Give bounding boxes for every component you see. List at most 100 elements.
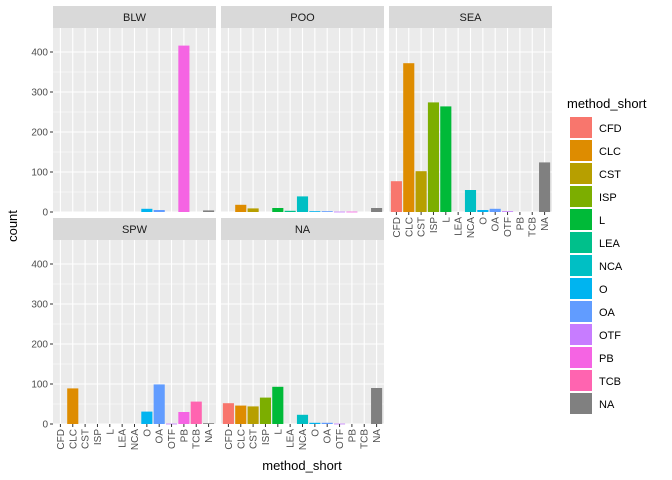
x-tick-label: OA [323, 429, 334, 444]
bar-poo-otf [333, 211, 346, 213]
x-tick-label: ISP [429, 217, 440, 233]
legend-key-otf [570, 324, 592, 345]
legend-key-cst [570, 163, 592, 184]
bar-sea-oa [489, 208, 501, 212]
x-tick-label: OTF [503, 217, 514, 237]
bar-na-nca [296, 414, 309, 424]
bar-spw-na [203, 423, 215, 424]
x-tick-label: OA [491, 217, 502, 232]
legend-key-na [570, 393, 592, 414]
bar-spw-tcb [190, 401, 202, 424]
bar-na-cst [247, 406, 259, 424]
legend-key-pb [570, 347, 592, 368]
legend-label: TCB [599, 376, 621, 388]
x-tick-label: ISP [261, 429, 272, 445]
x-tick-label: LEA [454, 217, 465, 236]
bar-na-l [272, 386, 284, 424]
x-tick-label: LEA [286, 429, 297, 448]
bar-sea-otf [501, 211, 514, 212]
x-tick-label: PB [515, 217, 526, 231]
facet-strip-label: NA [295, 224, 311, 236]
x-tick-label: NCA [298, 429, 309, 450]
facet-strip [53, 6, 216, 28]
legend-key-lea [570, 232, 592, 253]
bar-poo-l [272, 208, 284, 212]
x-tick-label: TCB [360, 429, 371, 449]
legend-label: OTF [599, 330, 621, 342]
x-tick-label: TCB [528, 217, 539, 237]
legend-label: CST [599, 169, 621, 181]
legend-key-l [570, 209, 592, 230]
bar-na-na [371, 388, 383, 424]
x-tick-label: CST [249, 429, 260, 449]
facet-strip-label: BLW [123, 12, 147, 24]
x-tick-label: TCB [192, 429, 203, 449]
facet-strip [53, 218, 216, 240]
bar-sea-clc [403, 63, 415, 213]
facet-sea: SEA CFD CLC CST ISP L LEA NCA O OA OTF PB TCB NA [389, 6, 552, 238]
y-tick-label: 200 [31, 340, 48, 351]
legend: method_short CFD CLC CST ISP L LEA NCA O OA OTF PB… [567, 96, 647, 414]
legend-title: method_short [567, 96, 647, 111]
facet-poo: POO [221, 6, 384, 213]
legend-label: CLC [599, 146, 621, 158]
legend-label: OA [599, 307, 616, 319]
x-tick-label: CLC [404, 217, 415, 237]
bar-sea-nca [464, 190, 477, 212]
y-tick-label: 0 [42, 420, 48, 431]
y-tick-label: 200 [31, 128, 48, 139]
bar-na-oa [321, 422, 333, 424]
bar-sea-cfd [390, 181, 402, 212]
facet-strip [221, 6, 384, 28]
bar-poo-o [309, 211, 321, 212]
bar-sea-isp [427, 102, 440, 212]
legend-key-cfd [570, 117, 592, 138]
x-axis-title: method_short [262, 458, 342, 473]
x-tick-label: PB [179, 429, 190, 443]
bar-spw-clc [67, 388, 79, 424]
x-tick-label: OA [155, 429, 166, 444]
bar-sea-cst [415, 171, 427, 212]
facet-strip [221, 218, 384, 240]
legend-key-nca [570, 255, 592, 276]
bar-poo-pb [346, 211, 358, 213]
legend-label: LEA [599, 238, 620, 250]
x-tick-label: LEA [118, 429, 129, 448]
x-tick-label: ISP [93, 429, 104, 445]
y-tick-label: 0 [42, 208, 48, 219]
x-tick-label: O [142, 429, 153, 437]
facet-blw: BLW 0 100 200 300 400 [31, 6, 216, 219]
bar-na-cfd [222, 403, 234, 424]
bar-na-o [309, 422, 321, 424]
bar-blw-o [141, 208, 153, 212]
bar-spw-pb [178, 412, 190, 424]
x-tick-label: CFD [392, 217, 403, 238]
bar-sea-o [477, 210, 489, 212]
bar-poo-na [371, 208, 383, 212]
y-tick-label: 400 [31, 260, 48, 271]
legend-key-clc [570, 140, 592, 161]
legend-key-o [570, 278, 592, 299]
legend-key-isp [570, 186, 592, 207]
legend-label: CFD [599, 123, 622, 135]
x-tick-label: NCA [466, 217, 477, 238]
x-tick-label: L [105, 429, 116, 435]
legend-label: NA [599, 399, 615, 411]
bar-spw-oa [153, 384, 165, 424]
facet-strip [389, 6, 552, 28]
x-tick-label: OTF [335, 429, 346, 449]
x-tick-label: O [478, 217, 489, 225]
x-tick-label: CFD [224, 429, 235, 450]
x-tick-label: NA [204, 429, 215, 443]
bar-poo-nca [296, 196, 309, 212]
bar-blw-pb [178, 45, 190, 212]
y-tick-label: 300 [31, 88, 48, 99]
x-tick-label: NA [372, 429, 383, 443]
bar-na-clc [235, 405, 247, 424]
y-tick-label: 400 [31, 48, 48, 59]
legend-key-oa [570, 301, 592, 322]
bar-na-isp [259, 397, 272, 424]
